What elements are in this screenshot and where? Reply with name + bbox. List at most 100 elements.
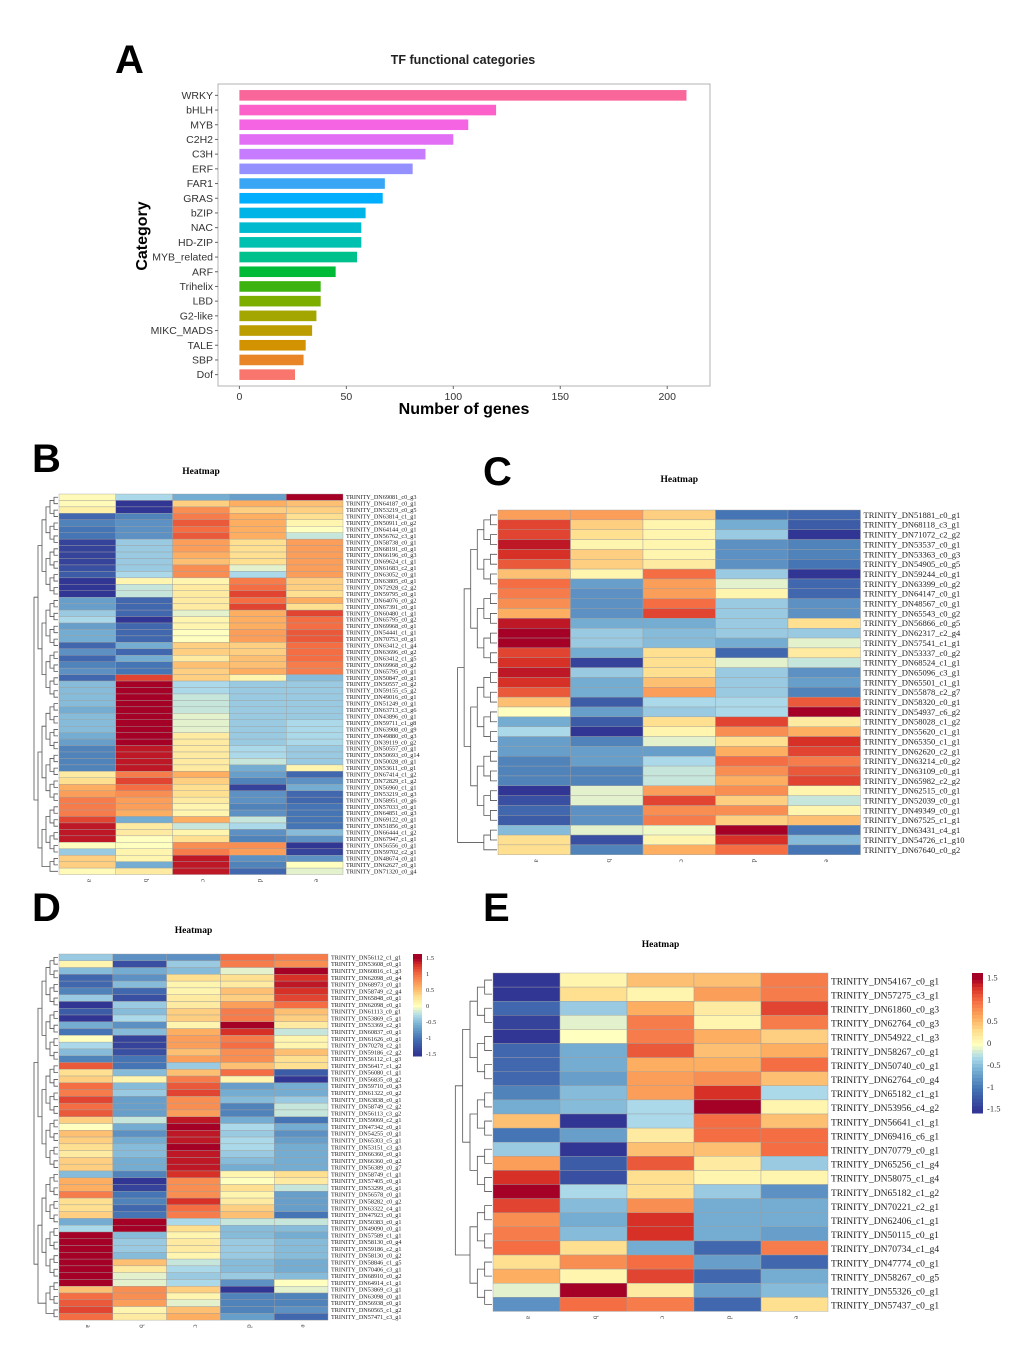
heatmap-cell	[220, 967, 275, 975]
heatmap-cell	[115, 564, 173, 572]
heatmap-cell	[626, 1057, 695, 1072]
heatmap-cell	[273, 1028, 329, 1036]
heatmap-cell	[172, 609, 230, 617]
legend-gradient-step	[972, 1078, 983, 1082]
heatmap-cell	[115, 558, 173, 566]
panel-label-e: E	[483, 886, 510, 930]
dendrogram-branch	[49, 525, 54, 540]
heatmap-cell	[115, 829, 173, 837]
heatmap-cell	[492, 1212, 561, 1228]
row-label: TRINITY_DN59244_c0_g1	[864, 569, 961, 579]
row-label: TRINITY_DN49090_c0_g1	[331, 1226, 401, 1233]
heatmap-cell	[166, 1231, 221, 1239]
row-label: TRINITY_DN54726_c1_g10	[864, 835, 965, 845]
heatmap-cell	[229, 790, 287, 798]
heatmap-cell	[715, 687, 789, 698]
heatmap-cell	[58, 758, 116, 766]
heatmap-cell	[787, 815, 861, 826]
heatmap-cell	[626, 1071, 695, 1086]
heatmap-cell	[220, 1130, 275, 1138]
heatmap-cell	[58, 1028, 113, 1036]
heatmap-cell	[286, 829, 344, 837]
heatmap-cell	[760, 1113, 829, 1129]
heatmap-cell	[112, 1197, 167, 1206]
heatmap-cell	[760, 1000, 829, 1016]
heatmap-cell	[760, 1057, 829, 1072]
dendrogram-branch	[45, 712, 50, 740]
heatmap-cell	[115, 500, 173, 508]
heatmap-cell	[760, 972, 829, 988]
column-label: c	[677, 859, 685, 862]
column-label: a	[532, 859, 540, 863]
heatmap-cell	[570, 549, 644, 560]
dendrogram-branch	[470, 549, 478, 629]
heatmap-row: TRINITY_DN58267_c0_g5	[492, 1268, 939, 1284]
dendrogram-branch	[53, 984, 58, 992]
row-label: TRINITY_DN63696_c0_g2	[346, 649, 416, 656]
row-label: TRINITY_DN58130_c0_g4	[331, 1239, 401, 1246]
heatmap-cell	[715, 726, 789, 737]
heatmap-cell	[112, 1272, 167, 1280]
heatmap-cell	[115, 603, 173, 611]
row-label: TRINITY_DN56417_c1_g2	[331, 1063, 401, 1070]
heatmap-cell	[58, 661, 116, 669]
heatmap-cell	[273, 994, 329, 1002]
row-label: TRINITY_DN58028_c1_g2	[864, 717, 961, 727]
heatmap-cell	[58, 1245, 113, 1253]
row-label: TRINITY_DN63412_c1_g5	[346, 655, 416, 662]
heatmap-cell	[787, 559, 861, 570]
dendrogram-branch	[37, 545, 42, 650]
heatmap-cell	[166, 1116, 221, 1124]
heatmap-cell	[715, 647, 789, 658]
heatmap-cell	[58, 1204, 113, 1212]
row-label: TRINITY_DN54937_c6_g2	[864, 707, 961, 717]
heatmap-cell	[58, 1292, 113, 1300]
heatmap-cell	[715, 795, 789, 806]
row-label: TRINITY_DN55620_c1_g1	[864, 727, 961, 737]
legend-gradient-step	[972, 987, 983, 991]
heatmap-cell	[570, 756, 644, 767]
heatmap-cell	[787, 677, 861, 688]
heatmap-cell	[229, 493, 287, 501]
heatmap-cell	[626, 972, 695, 988]
legend-gradient-step	[972, 1043, 983, 1047]
dendrogram-branch	[49, 1204, 54, 1219]
legend-gradient-step	[413, 1005, 422, 1009]
heatmap-cell	[273, 1089, 329, 1097]
heatmap-cell	[642, 598, 716, 609]
heatmap-cell	[58, 519, 116, 527]
heatmap-cell	[58, 1136, 113, 1145]
heatmap-cell	[492, 1226, 561, 1242]
heatmap-cell	[172, 622, 230, 630]
heatmap-cell	[286, 771, 344, 779]
heatmap-cell	[112, 1028, 167, 1036]
heatmap-row: TRINITY_DN63431_c4_g1	[497, 825, 960, 836]
heatmap-cell	[58, 558, 116, 566]
heatmap-cell	[172, 513, 230, 520]
row-label: TRINITY_DN62764_c0_g3	[831, 1020, 939, 1030]
legend-gradient-step	[413, 1022, 422, 1026]
heatmap-cell	[559, 1170, 628, 1185]
heatmap-cell	[286, 719, 344, 727]
heatmap-cell	[58, 596, 116, 604]
row-label: TRINITY_DN58282_c0_g2	[331, 1199, 401, 1206]
heatmap-cell	[570, 795, 644, 806]
heatmap-cell	[115, 713, 173, 720]
row-label: TRINITY_DN58951_c0_g6	[346, 797, 416, 804]
heatmap-cell	[497, 588, 571, 599]
heatmap-cell	[497, 618, 571, 629]
heatmap-row: TRINITY_DN71072_c2_g2	[497, 529, 960, 540]
dendrogram-branch	[490, 652, 497, 664]
heatmap-cell	[273, 1272, 329, 1280]
row-label: TRINITY_DN50383_c0_g1	[331, 1219, 401, 1226]
heatmap-title: Heatmap	[175, 926, 212, 936]
dendrogram-branch	[49, 1177, 54, 1192]
heatmap-cell	[58, 1225, 113, 1233]
heatmap-cell	[497, 736, 571, 747]
heatmap-row: TRINITY_DN58951_c0_g6	[58, 796, 416, 804]
heatmap-cell	[58, 803, 116, 811]
heatmap-cell	[112, 1035, 167, 1043]
legend-gradient-step	[972, 1106, 983, 1110]
heatmap-cell	[787, 746, 861, 757]
dendrogram-branch	[53, 997, 58, 1006]
